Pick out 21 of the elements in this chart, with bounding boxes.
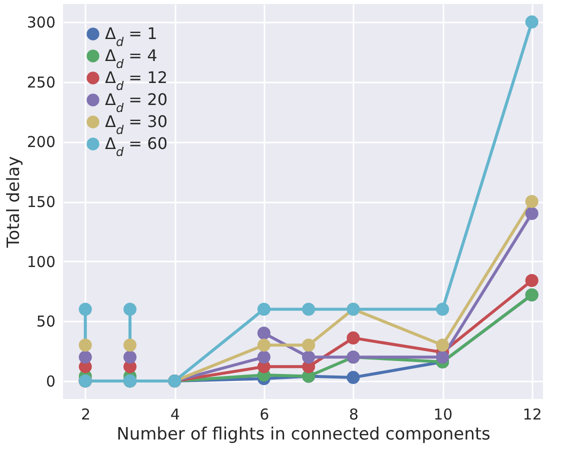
x-tick-label: 10 bbox=[433, 406, 453, 424]
x-tick-label: 12 bbox=[522, 406, 542, 424]
x-tick-label: 8 bbox=[348, 406, 359, 424]
legend-label: Δ$_{d}$ = 1 bbox=[105, 24, 158, 49]
y-tick-label: 0 bbox=[46, 372, 56, 391]
legend-label: Δ$_{d}$ = 60 bbox=[105, 134, 168, 159]
x-tick-label: 2 bbox=[81, 406, 91, 424]
y-tick-label: 100 bbox=[26, 252, 56, 271]
y-tick-label: 300 bbox=[26, 13, 56, 32]
x-tick-label: 4 bbox=[170, 406, 180, 424]
legend-label: Δ$_{d}$ = 20 bbox=[105, 90, 168, 115]
y-tick-label: 50 bbox=[36, 312, 56, 331]
legend-label: Δ$_{d}$ = 30 bbox=[105, 112, 168, 137]
x-tick-label: 6 bbox=[260, 406, 270, 424]
y-tick-label: 150 bbox=[26, 193, 56, 211]
legend-label: Δ$_{d}$ = 4 bbox=[105, 46, 158, 71]
x-axis-title: Number of flights in connected components bbox=[116, 424, 491, 444]
y-tick-label: 250 bbox=[26, 73, 56, 92]
legend-label: Δ$_{d}$ = 12 bbox=[105, 68, 168, 93]
y-tick-label: 200 bbox=[26, 133, 56, 152]
y-axis-title: Total delay bbox=[4, 156, 24, 249]
